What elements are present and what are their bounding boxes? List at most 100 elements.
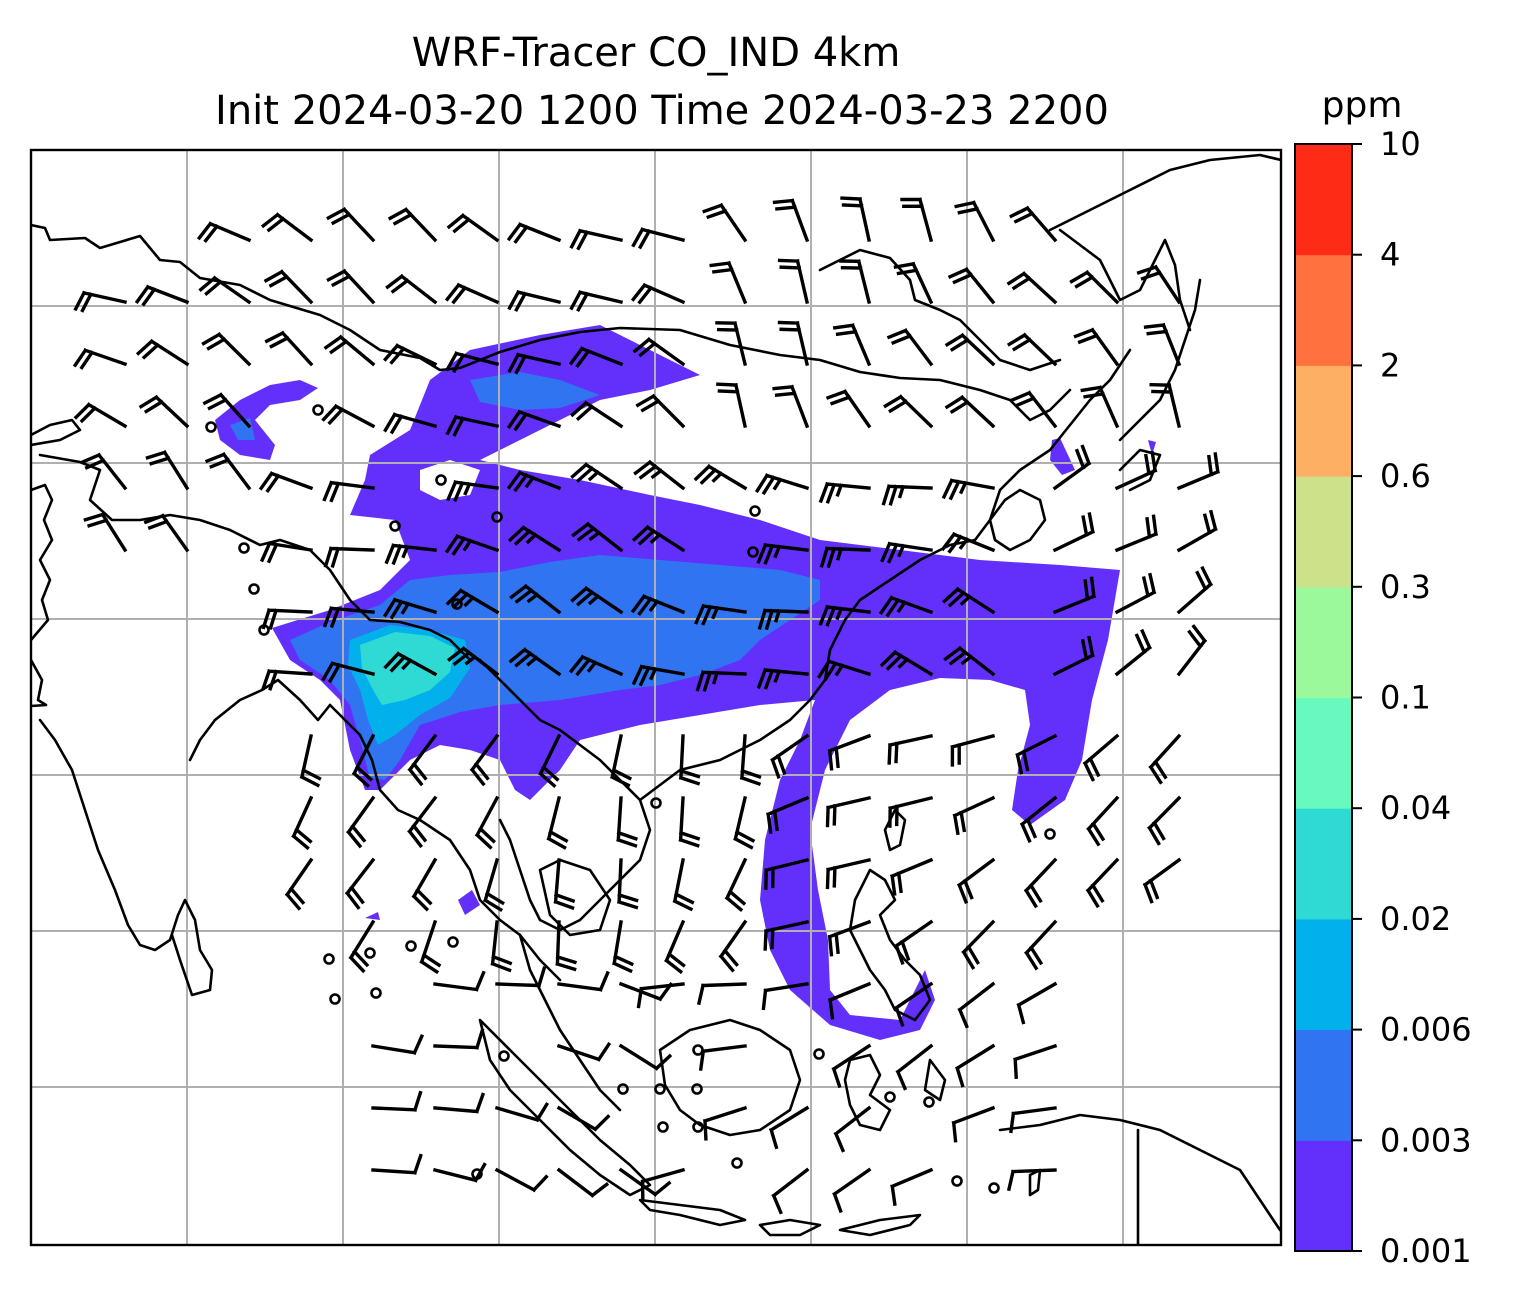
wind-barb xyxy=(321,661,376,684)
coastline-india-west xyxy=(31,483,54,642)
wind-barb xyxy=(777,258,810,305)
coastline-gulf-thailand xyxy=(538,858,612,937)
wind-barb xyxy=(508,647,562,677)
wind-barb xyxy=(1114,628,1152,677)
wind-barb xyxy=(764,857,810,890)
colorbar-tick-label: 0.003 xyxy=(1380,1121,1472,1159)
wind-barb xyxy=(72,347,128,370)
wind-barb xyxy=(555,920,578,972)
wind-barb xyxy=(818,481,871,504)
coastline-borneo xyxy=(658,1018,802,1137)
wind-barb xyxy=(299,733,322,788)
coastline-sumatra xyxy=(478,1018,652,1197)
wind-barb xyxy=(1142,857,1182,904)
wind-barb xyxy=(893,261,934,305)
wind-barb xyxy=(1143,322,1182,367)
coastline-korea xyxy=(988,488,1047,552)
wind-barb xyxy=(832,1167,872,1214)
wind-barb xyxy=(633,459,686,491)
wind-barb xyxy=(664,919,686,975)
wind-barb xyxy=(344,857,376,910)
map-frame xyxy=(29,148,1283,1247)
wind-barb xyxy=(889,857,934,896)
colorbar-band xyxy=(1295,254,1352,366)
wind-barb xyxy=(80,452,128,491)
wind-barb xyxy=(135,338,190,367)
wind-barb xyxy=(202,392,252,429)
wind-barb xyxy=(1006,332,1058,367)
wind-barb xyxy=(1019,795,1058,843)
wind-barb xyxy=(631,664,685,687)
wind-barb xyxy=(718,919,748,973)
wind-barb xyxy=(878,595,934,618)
wind-barb xyxy=(1114,514,1159,553)
wind-barb xyxy=(632,337,686,367)
wind-barb xyxy=(204,452,252,491)
coastline-japan xyxy=(1118,278,1202,492)
coastline-china-east xyxy=(638,348,1132,802)
wind-barb xyxy=(509,583,562,615)
wind-barb xyxy=(143,513,190,553)
wind-barb xyxy=(494,1102,550,1123)
wind-barb xyxy=(1176,624,1208,677)
wind-barb xyxy=(819,546,871,569)
wind-barb xyxy=(1006,271,1058,305)
wind-barb xyxy=(371,1090,423,1112)
wind-barb xyxy=(1052,635,1095,677)
wind-barb xyxy=(134,284,190,307)
colorbar-band xyxy=(1295,697,1352,809)
wind-barb xyxy=(569,289,624,313)
wind-barb xyxy=(507,525,562,553)
coastline-russia-far-east xyxy=(1048,153,1281,332)
wind-barb xyxy=(616,796,638,848)
wind-barb xyxy=(716,382,748,429)
colorbar-tick-label: 0.1 xyxy=(1380,679,1431,717)
wind-barb xyxy=(1149,382,1182,429)
wind-barb xyxy=(383,412,438,435)
colorbar-tick-label: 0.3 xyxy=(1380,568,1431,606)
wind-barb xyxy=(757,608,809,631)
colorbar-tick-label: 0.006 xyxy=(1380,1011,1472,1049)
wind-barb xyxy=(258,471,314,493)
wind-barb xyxy=(944,394,996,429)
wind-barb xyxy=(825,389,872,429)
wind-barb xyxy=(261,669,313,691)
wind-barb xyxy=(411,857,438,912)
wind-barb xyxy=(351,733,376,788)
wind-barb xyxy=(73,402,128,429)
wind-barb xyxy=(678,796,701,848)
wind-barb xyxy=(831,1043,872,1089)
wind-barb-calm xyxy=(691,1083,703,1095)
border-mongolia xyxy=(498,326,1072,422)
wind-barb xyxy=(259,541,313,564)
wind-barb xyxy=(739,734,762,786)
wind-barb xyxy=(635,393,686,429)
wind-barb xyxy=(825,795,872,828)
plume-band-lowest-patch-sw xyxy=(365,912,380,920)
border-central-asia xyxy=(228,528,472,662)
wind-barb xyxy=(407,795,438,849)
wind-barb xyxy=(890,1167,934,1207)
wind-barb xyxy=(556,1167,610,1198)
wind-barb xyxy=(839,259,872,305)
wind-barb xyxy=(763,919,810,951)
wind-barb xyxy=(879,649,934,677)
wind-barb xyxy=(419,919,442,975)
wind-barb xyxy=(326,206,376,243)
colorbar-tick-label: 0.02 xyxy=(1380,900,1451,938)
coastline-taiwan xyxy=(883,808,907,852)
wind-barb xyxy=(756,667,809,690)
plume-band-low xyxy=(290,555,820,780)
colorbar-tick-label: 0.6 xyxy=(1380,457,1431,495)
colorbar-ticks: 0.001 0.003 0.006 0.02 0.04 0.1 0.3 0.6 2 4 10 xyxy=(1352,125,1472,1270)
wind-barb xyxy=(961,919,996,970)
wind-barb xyxy=(474,795,500,850)
wind-barb xyxy=(694,603,747,626)
wind-barb xyxy=(446,479,499,503)
wind-barb-calm xyxy=(951,1175,963,1187)
wind-barb xyxy=(881,484,933,506)
colorbar-tick-label: 0.001 xyxy=(1380,1232,1472,1270)
wind-barb xyxy=(768,1105,810,1150)
wind-barb xyxy=(827,981,872,1020)
wind-barb xyxy=(433,970,486,992)
